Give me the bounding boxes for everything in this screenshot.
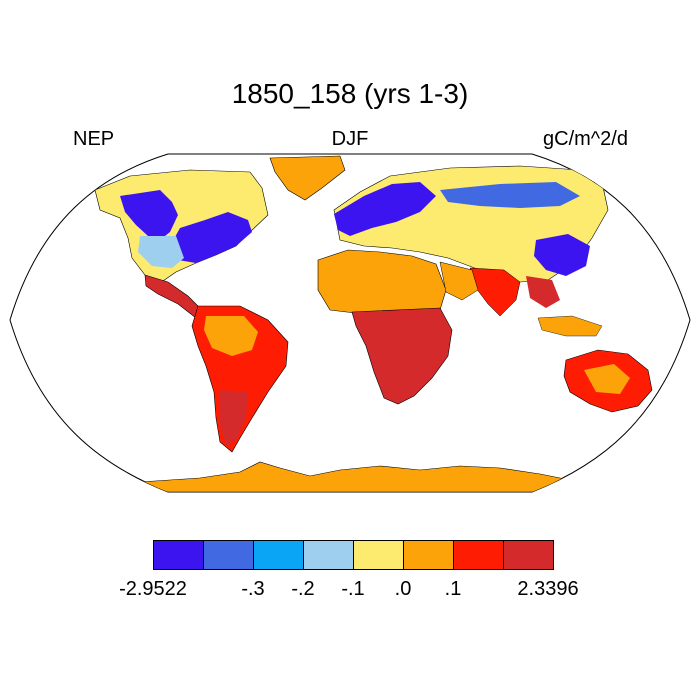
region-east-asia-blue — [534, 234, 590, 276]
colorbar-box-6 — [404, 541, 454, 569]
variable-label: NEP — [73, 128, 115, 150]
colorbar-label-min: -2.9522 — [119, 578, 187, 600]
colorbar-box-3 — [254, 541, 304, 569]
region-antarctica — [119, 461, 601, 492]
colorbar-box-7 — [454, 541, 504, 569]
colorbar-label-max: 2.3396 — [517, 578, 579, 600]
region-europe-blue — [334, 182, 436, 236]
colorbar-label-2: -.3 — [241, 578, 265, 600]
region-canada-blue — [120, 190, 178, 240]
colorbar-box-4 — [304, 541, 354, 569]
colorbar-label-4: -.1 — [341, 578, 365, 600]
region-southeast-asia — [526, 276, 560, 308]
colorbar-box-1 — [154, 541, 204, 569]
region-south-asia — [469, 267, 521, 317]
region-greenland — [269, 155, 346, 201]
region-eastern-us-blue — [170, 212, 252, 263]
colorbar-box-2 — [204, 541, 254, 569]
units-label: gC/m^2/d — [543, 128, 628, 150]
season-label: DJF — [331, 128, 369, 150]
region-africa-south — [351, 307, 453, 405]
region-central-us — [138, 236, 184, 268]
map-title: 1850_158 (yrs 1-3) — [231, 78, 469, 109]
region-amazon — [204, 316, 258, 356]
colorbar-label-3: -.2 — [291, 578, 315, 600]
colorbar-box-5 — [354, 541, 404, 569]
colorbar-label-5: .0 — [394, 578, 412, 600]
colorbar-box-8 — [504, 541, 553, 569]
colorbar — [153, 540, 554, 570]
region-patagonia — [220, 390, 248, 446]
colorbar-label-6: .1 — [444, 578, 462, 600]
region-siberia-blue — [440, 182, 580, 208]
region-indonesia — [537, 315, 603, 337]
region-arabia — [439, 261, 479, 301]
region-australia-interior — [584, 364, 630, 394]
